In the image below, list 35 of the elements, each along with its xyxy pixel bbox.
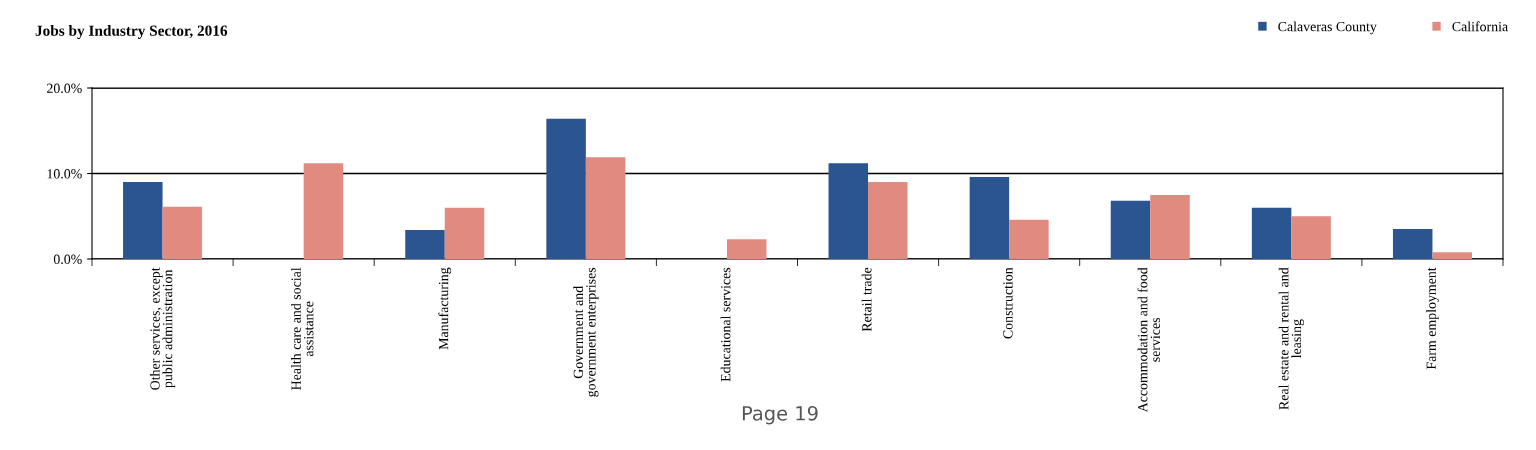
x-tick-label: Farm employment bbox=[1426, 267, 1439, 370]
bar bbox=[969, 176, 1010, 259]
bar bbox=[123, 182, 163, 259]
bar bbox=[1009, 219, 1049, 259]
legend-label: Calaveras County bbox=[1278, 21, 1377, 35]
x-tick-label: Accommodation and food services bbox=[1137, 267, 1161, 413]
y-tick-label: 0.0% bbox=[53, 254, 82, 265]
x-tick-label: Manufacturing bbox=[438, 267, 452, 350]
x-tick-label: Retail trade bbox=[861, 267, 872, 332]
bar bbox=[1432, 252, 1472, 259]
bar bbox=[868, 182, 908, 259]
bar bbox=[1392, 229, 1433, 259]
text: Page 19 bbox=[742, 405, 818, 425]
x-tick-label: Health care and social assistance bbox=[291, 267, 314, 390]
bar bbox=[162, 206, 203, 259]
chart-title: Jobs by Industry Sector, 2016 bbox=[35, 25, 228, 39]
y-tick-label: 20.0% bbox=[47, 83, 82, 94]
bar bbox=[1110, 200, 1151, 259]
x-tick-label: Construction bbox=[1003, 267, 1013, 339]
y-tick-label: 10.0% bbox=[47, 169, 82, 179]
bar bbox=[444, 207, 485, 259]
bar bbox=[1251, 207, 1292, 259]
bar bbox=[405, 229, 445, 259]
legend-label: California bbox=[1452, 21, 1508, 32]
bar bbox=[303, 163, 344, 259]
x-tick-label: Government and government enterprises bbox=[573, 267, 599, 397]
bar bbox=[1150, 194, 1190, 259]
bar bbox=[828, 163, 869, 259]
bar bbox=[1291, 216, 1331, 259]
bar bbox=[546, 118, 586, 259]
bar bbox=[726, 239, 767, 259]
x-tick-label: Real estate and rental and leasing bbox=[1278, 267, 1304, 410]
x-tick-label: Educational services bbox=[720, 267, 731, 382]
bar bbox=[585, 157, 626, 259]
x-tick-label: Other services, except public administration bbox=[149, 267, 176, 390]
